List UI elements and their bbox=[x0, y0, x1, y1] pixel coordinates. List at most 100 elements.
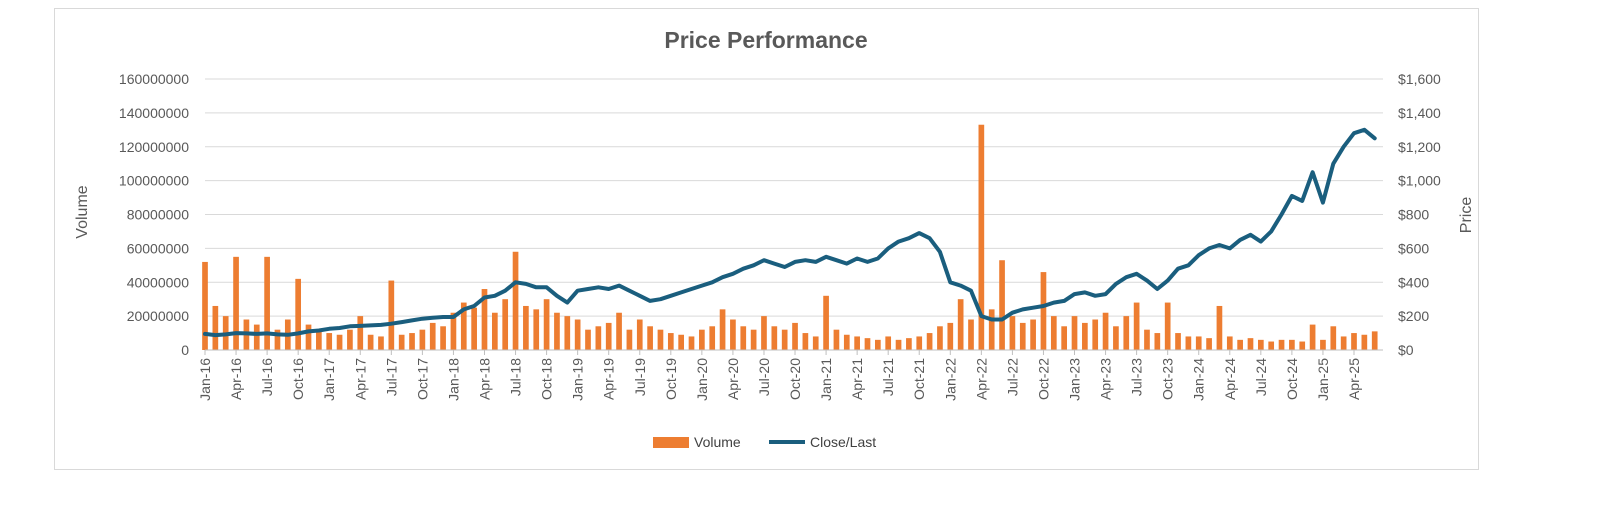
x-tick-label: Jul-20 bbox=[756, 358, 772, 396]
y2-tick-label: $400 bbox=[1398, 274, 1429, 290]
x-tick-label: Apr-22 bbox=[973, 358, 989, 400]
y-tick-label: 80000000 bbox=[127, 207, 190, 223]
volume-bar bbox=[357, 316, 364, 350]
volume-bar bbox=[885, 336, 892, 350]
volume-bar bbox=[1247, 338, 1254, 350]
volume-bar bbox=[761, 316, 767, 350]
volume-bar bbox=[1133, 302, 1140, 350]
volume-bar bbox=[202, 261, 208, 350]
y-tick-label: 0 bbox=[181, 342, 189, 358]
x-tick-label: Apr-18 bbox=[476, 358, 492, 400]
volume-bar bbox=[730, 319, 736, 350]
volume-bar bbox=[1030, 319, 1036, 350]
volume-bar bbox=[1340, 336, 1347, 350]
x-tick-label: Jul-16 bbox=[259, 358, 275, 396]
volume-bar bbox=[543, 299, 550, 350]
x-tick-label: Oct-23 bbox=[1160, 358, 1176, 400]
volume-bar bbox=[336, 334, 343, 350]
volume-bar bbox=[1185, 336, 1192, 350]
x-tick-label: Jul-23 bbox=[1129, 358, 1145, 396]
x-tick-label: Jul-21 bbox=[880, 358, 896, 396]
y-tick-label: 60000000 bbox=[127, 240, 190, 256]
y2-tick-label: $1,600 bbox=[1398, 71, 1441, 87]
legend-volume-label: Volume bbox=[694, 434, 741, 450]
x-tick-label: Oct-24 bbox=[1284, 358, 1300, 400]
volume-bar bbox=[1206, 338, 1212, 350]
y2-tick-label: $200 bbox=[1398, 308, 1429, 324]
volume-bar bbox=[564, 316, 571, 350]
volume-bar bbox=[1330, 326, 1337, 350]
volume-bar bbox=[378, 336, 384, 350]
volume-bar bbox=[1009, 316, 1016, 350]
volume-bar bbox=[657, 329, 664, 350]
volume-bar bbox=[605, 322, 612, 350]
y-tick-label: 40000000 bbox=[127, 274, 190, 290]
y-axis-ticks: 0 20000000 40000000 60000000 80000000 1000000… bbox=[119, 71, 189, 358]
y2-tick-label: $1,400 bbox=[1398, 105, 1441, 121]
volume-bar bbox=[833, 329, 840, 350]
volume-bar bbox=[1164, 302, 1171, 350]
legend-close-last-label: Close/Last bbox=[810, 434, 876, 450]
volume-bar bbox=[1092, 319, 1099, 350]
volume-bar bbox=[419, 329, 426, 350]
volume-bar bbox=[968, 319, 974, 350]
y2-tick-label: $1,200 bbox=[1398, 139, 1441, 155]
volume-bar bbox=[460, 302, 467, 350]
x-tick-label: Jan-25 bbox=[1315, 358, 1331, 401]
legend-volume-swatch bbox=[653, 437, 689, 448]
volume-bar bbox=[502, 299, 509, 350]
x-tick-label: Jul-22 bbox=[1004, 358, 1020, 396]
x-tick-label: Jan-19 bbox=[570, 358, 586, 401]
volume-bar bbox=[450, 312, 457, 350]
volume-bar bbox=[595, 326, 602, 350]
volume-bar bbox=[512, 251, 519, 350]
volume-bar bbox=[937, 326, 943, 350]
x-tick-label: Jan-20 bbox=[694, 358, 710, 401]
volume-bar bbox=[678, 334, 685, 350]
volume-bar bbox=[471, 307, 477, 350]
volume-bar bbox=[699, 329, 705, 350]
volume-bar bbox=[709, 326, 716, 350]
volume-bar bbox=[988, 309, 995, 350]
volume-bar bbox=[1226, 336, 1233, 350]
volume-bar bbox=[1371, 331, 1378, 350]
y-axis-title: Volume bbox=[74, 185, 91, 238]
x-tick-label: Jul-17 bbox=[383, 358, 399, 396]
y-tick-label: 100000000 bbox=[119, 173, 189, 189]
volume-bar bbox=[812, 336, 819, 350]
y-tick-label: 20000000 bbox=[127, 308, 190, 324]
y-tick-label: 160000000 bbox=[119, 71, 189, 87]
volume-bar bbox=[212, 305, 219, 350]
volume-bar bbox=[740, 326, 747, 350]
volume-bar bbox=[1019, 322, 1026, 350]
volume-bar bbox=[409, 333, 415, 350]
x-tick-label: Jul-18 bbox=[508, 358, 524, 396]
x-tick-label: Apr-23 bbox=[1098, 358, 1114, 400]
x-tick-label: Oct-16 bbox=[290, 358, 306, 400]
volume-bar bbox=[647, 326, 653, 350]
volume-bar bbox=[916, 336, 923, 350]
x-tick-label: Apr-17 bbox=[352, 358, 368, 400]
volume-bar bbox=[719, 309, 726, 350]
y-tick-label: 140000000 bbox=[119, 105, 189, 121]
volume-bar bbox=[906, 338, 912, 350]
volume-bar bbox=[1278, 339, 1285, 350]
x-tick-label: Jan-18 bbox=[445, 358, 461, 401]
volume-bar bbox=[388, 280, 395, 350]
volume-bar bbox=[1268, 341, 1275, 350]
chart-title: Price Performance bbox=[664, 27, 867, 53]
volume-bar bbox=[1237, 339, 1243, 350]
volume-bar bbox=[947, 322, 954, 350]
volume-bar bbox=[1299, 341, 1306, 350]
x-tick-label: Oct-22 bbox=[1035, 358, 1051, 400]
volume-bar bbox=[781, 329, 788, 350]
x-tick-label: Apr-20 bbox=[725, 358, 741, 400]
x-tick-label: Jan-21 bbox=[818, 358, 834, 401]
y2-axis-title: Price bbox=[1458, 197, 1475, 234]
x-tick-label: Jan-22 bbox=[942, 358, 958, 401]
volume-bar bbox=[843, 334, 850, 350]
x-tick-label: Jan-24 bbox=[1191, 358, 1207, 401]
volume-bar bbox=[864, 338, 871, 350]
y2-tick-label: $600 bbox=[1398, 240, 1429, 256]
